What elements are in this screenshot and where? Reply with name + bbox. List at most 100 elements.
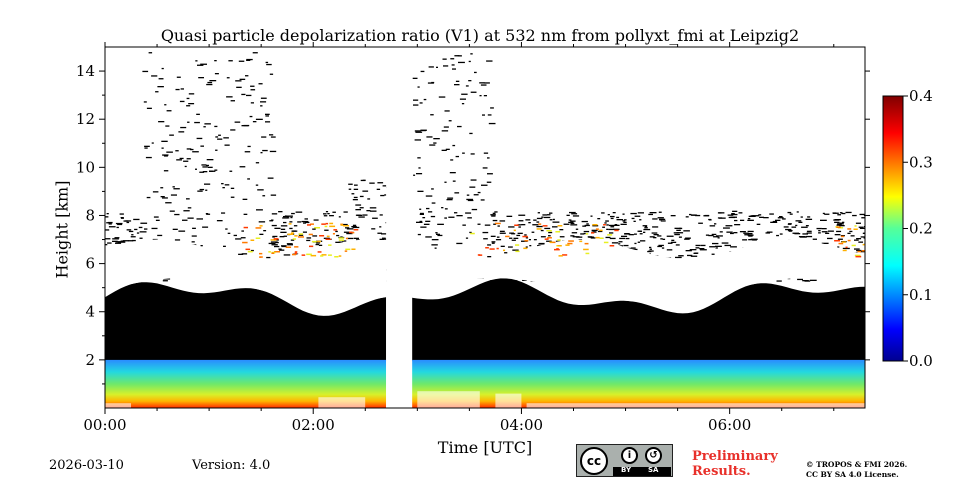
y-tick-label: 6: [85, 255, 95, 273]
speckle: [441, 149, 447, 151]
speckle: [255, 118, 263, 120]
speckle: [200, 145, 204, 147]
speckle: [609, 232, 614, 234]
speckle: [214, 73, 219, 75]
speckle: [265, 121, 271, 123]
speckle: [356, 239, 360, 241]
speckle: [233, 234, 237, 237]
speckle: [631, 217, 635, 220]
speckle: [783, 226, 789, 228]
speckle: [836, 224, 842, 226]
speckle: [690, 214, 698, 216]
speckle: [847, 232, 851, 234]
speckle: [234, 121, 241, 123]
speckle: [241, 93, 246, 96]
speckle: [618, 241, 623, 243]
speckle: [726, 231, 733, 233]
speckle: [634, 215, 641, 217]
speckle: [592, 225, 599, 227]
speckle: [639, 219, 642, 221]
speckle: [517, 232, 523, 234]
speckle: [206, 83, 213, 86]
speckle: [227, 232, 231, 234]
speckle: [256, 209, 263, 211]
speckle: [845, 211, 852, 214]
speckle: [571, 213, 578, 215]
cloud-speck: [274, 251, 280, 253]
speckle: [271, 224, 277, 227]
speckle: [687, 254, 693, 257]
cloud-speck: [338, 237, 344, 239]
cloud-speck: [542, 225, 548, 227]
speckle: [818, 232, 821, 234]
speckle: [161, 140, 168, 142]
speckle: [146, 107, 152, 109]
cloud-speck: [554, 248, 560, 251]
speckle: [271, 244, 278, 246]
speckle: [624, 219, 627, 221]
speckle: [260, 101, 267, 103]
speckle: [659, 218, 666, 220]
speckle: [454, 192, 460, 194]
speckle: [678, 255, 684, 257]
speckle: [169, 210, 175, 212]
speckle: [230, 100, 235, 102]
speckle: [122, 240, 129, 242]
speckle: [525, 237, 529, 239]
speckle: [287, 217, 290, 219]
speckle: [496, 236, 500, 238]
cloud-speck: [567, 242, 573, 245]
speckle: [536, 217, 543, 220]
speckle: [568, 219, 572, 221]
speckle: [416, 221, 423, 223]
black-layer-1: [412, 278, 865, 362]
speckle: [621, 235, 628, 237]
speckle: [525, 246, 528, 248]
speckle: [728, 216, 735, 219]
speckle: [192, 151, 199, 153]
speckle: [151, 142, 154, 144]
speckle: [644, 227, 648, 229]
speckle: [108, 221, 113, 224]
speckle: [480, 84, 487, 86]
speckle: [511, 239, 516, 241]
speckle: [441, 130, 449, 132]
speckle: [355, 209, 361, 211]
speckle: [290, 239, 295, 241]
speckle: [769, 213, 774, 215]
speckle: [468, 60, 471, 63]
speckle: [355, 204, 362, 206]
speckle: [512, 249, 519, 251]
cloud-speck: [310, 223, 314, 225]
speckle: [214, 169, 218, 171]
speckle: [127, 240, 134, 242]
speckle: [776, 234, 779, 237]
speckle: [268, 242, 276, 245]
speckle: [381, 233, 387, 235]
speckle: [348, 183, 353, 185]
speckle: [540, 229, 544, 232]
speckle: [433, 138, 440, 140]
speckle: [191, 241, 195, 243]
speckle: [444, 181, 447, 183]
cloud-speck: [309, 245, 314, 248]
cloud-speck: [470, 232, 475, 235]
speckle: [230, 196, 235, 198]
speckle: [246, 58, 253, 61]
cloud-speck: [547, 237, 552, 239]
speckle: [287, 244, 293, 246]
speckle: [384, 194, 388, 196]
speckle: [433, 142, 437, 144]
speckle: [157, 86, 164, 88]
speckle: [492, 212, 496, 214]
speckle: [172, 228, 178, 230]
speckle: [486, 60, 493, 62]
speckle: [179, 157, 184, 160]
speckle: [446, 199, 453, 201]
copyright: © TROPOS & FMI 2026. CC BY SA 4.0 Licens…: [806, 460, 907, 480]
speckle: [667, 242, 673, 244]
speckle: [236, 86, 242, 88]
speckle: [597, 218, 601, 220]
speckle: [689, 249, 697, 251]
speckle: [431, 239, 439, 241]
